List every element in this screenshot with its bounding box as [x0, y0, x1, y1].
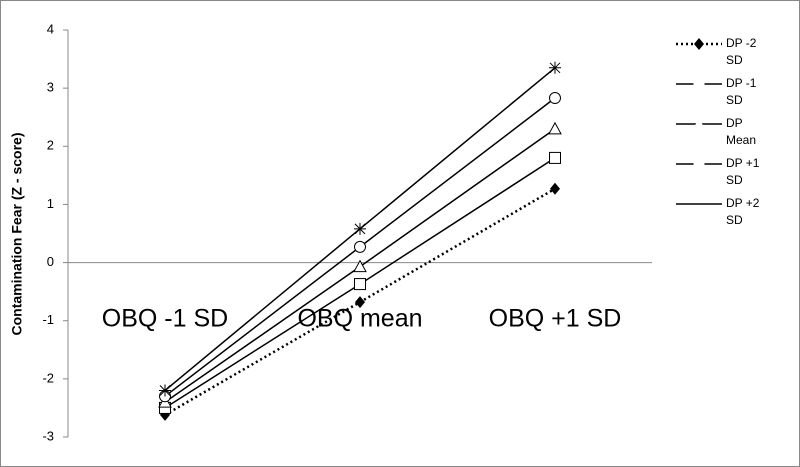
x-tick-label: OBQ mean — [297, 305, 422, 333]
x-tick-label: OBQ -1 SD — [102, 305, 228, 333]
marker — [549, 61, 561, 74]
marker — [159, 384, 171, 397]
y-tick-label: -3 — [42, 428, 54, 443]
y-tick-label: 2 — [47, 138, 54, 153]
legend-label: DP +1 SD — [726, 156, 760, 187]
marker — [355, 296, 365, 309]
x-tick-label: OBQ +1 SD — [489, 305, 622, 333]
marker — [354, 240, 366, 253]
legend-label: DP -1 SD — [726, 76, 757, 107]
marker — [353, 259, 367, 273]
marker — [550, 182, 560, 195]
marker — [693, 118, 705, 129]
marker — [693, 78, 705, 90]
y-tick-label: -2 — [42, 370, 54, 385]
marker — [354, 222, 366, 235]
marker — [548, 121, 562, 135]
legend-label: DP +2 SD — [726, 196, 760, 227]
y-tick-label: -1 — [42, 312, 54, 327]
legend-label: DP Mean — [726, 116, 757, 147]
y-axis-label: Contamination Fear (Z - score) — [9, 132, 25, 335]
y-tick-label: 3 — [47, 80, 54, 95]
marker — [354, 278, 366, 291]
marker — [693, 158, 705, 170]
marker — [549, 92, 561, 105]
marker — [549, 151, 561, 164]
legend-label: DP -2 SD — [726, 36, 757, 67]
marker — [694, 38, 704, 50]
y-tick-label: 1 — [47, 196, 54, 211]
y-tick-label: 0 — [47, 254, 54, 269]
y-tick-label: 4 — [47, 21, 54, 36]
